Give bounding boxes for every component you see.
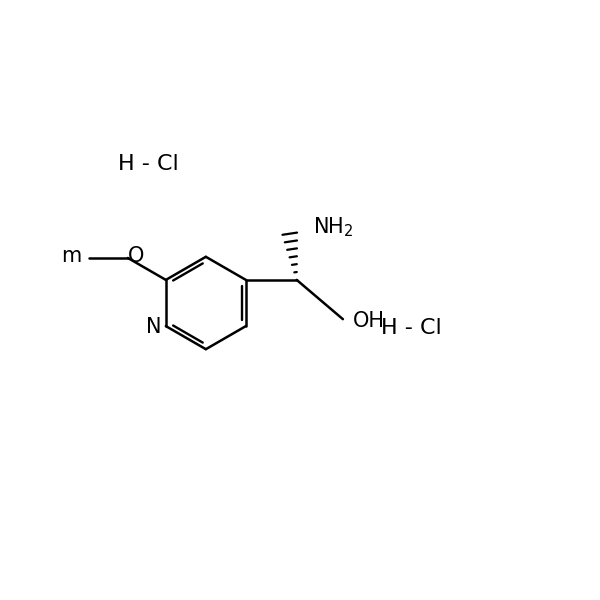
Text: NH$_2$: NH$_2$: [313, 215, 353, 239]
Text: H - Cl: H - Cl: [118, 154, 179, 175]
Text: H - Cl: H - Cl: [382, 319, 442, 338]
Text: OH: OH: [353, 311, 385, 331]
Text: N: N: [146, 317, 161, 337]
Text: m: m: [61, 246, 82, 266]
Text: O: O: [128, 245, 144, 266]
